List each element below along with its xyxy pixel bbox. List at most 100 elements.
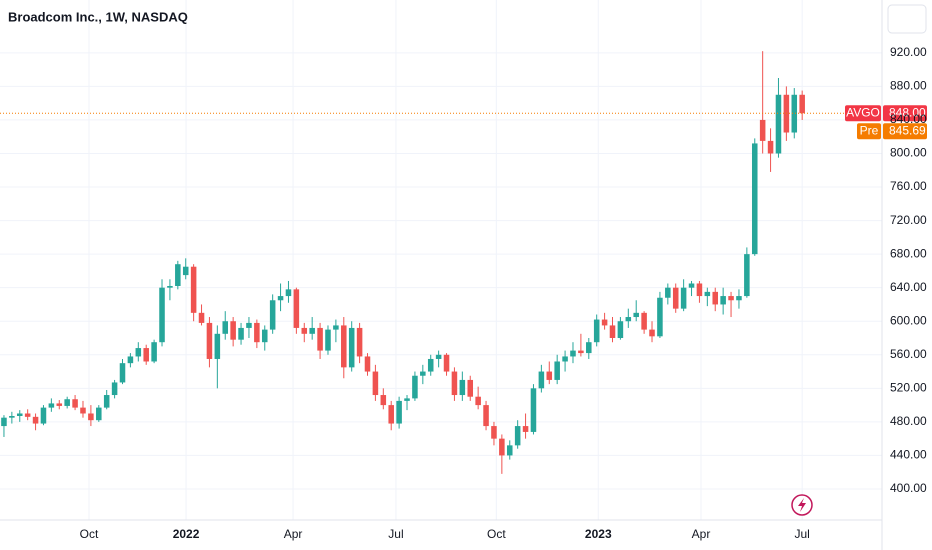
candle-body: [40, 407, 47, 424]
pre-price-badge: [883, 123, 927, 140]
candle-body: [277, 296, 284, 301]
candle-body: [443, 354, 450, 372]
pre-price-label: 845.69: [889, 123, 926, 137]
pre-badge: [857, 123, 881, 140]
candle-body: [491, 426, 497, 439]
x-tick-label: 2023: [585, 527, 612, 541]
candle-body: [736, 296, 742, 301]
candle-body: [396, 400, 402, 424]
y-tick-label: 440.00: [890, 448, 927, 462]
candle-body: [586, 342, 592, 354]
last-price-label: 848.00: [889, 105, 926, 119]
candle-body: [16, 413, 23, 416]
candle-body: [554, 361, 560, 380]
candle-body: [420, 371, 426, 376]
candle-body: [672, 287, 679, 309]
candle-body: [696, 283, 703, 297]
candle-body: [451, 371, 458, 396]
candle-body: [285, 289, 292, 297]
candle-body: [222, 321, 229, 334]
candle-body: [435, 354, 442, 359]
y-tick-label: 680.00: [890, 246, 927, 260]
candle-body: [127, 356, 134, 364]
candle-body: [72, 399, 78, 408]
candle-body: [522, 426, 529, 432]
candle-body: [96, 407, 102, 421]
candle-body: [388, 405, 394, 424]
candle-body: [364, 356, 371, 372]
candle-body: [206, 322, 213, 359]
plot: [0, 51, 882, 474]
candle-body: [341, 325, 347, 368]
candle-body: [665, 287, 671, 298]
candle-body: [649, 329, 655, 337]
candle-body: [269, 300, 276, 330]
candle-body: [333, 325, 339, 330]
candle-body: [791, 94, 798, 133]
candle-body: [633, 312, 639, 318]
x-tick-label: Jul: [388, 527, 403, 541]
candle-body: [198, 312, 205, 323]
candle-body: [546, 371, 553, 380]
candle-body: [680, 287, 687, 309]
candle-body: [530, 388, 537, 432]
candle-body: [467, 379, 474, 397]
candle-body: [24, 413, 31, 417]
candle-body: [562, 356, 568, 362]
grid: [0, 0, 882, 520]
candle-body: [767, 140, 774, 154]
candle-body: [167, 286, 173, 288]
candle-body: [135, 348, 142, 357]
candle-body: [9, 416, 15, 418]
candle-body: [720, 296, 726, 305]
settings-button[interactable]: [887, 4, 927, 34]
candle-body: [111, 382, 118, 396]
y-tick-label: 400.00: [890, 481, 927, 495]
candle-body: [688, 283, 695, 288]
y-tick-label: 520.00: [890, 380, 927, 394]
candle-body: [744, 254, 750, 297]
y-tick-label: 640.00: [890, 280, 927, 294]
candle-body: [119, 363, 126, 383]
candle-body: [182, 266, 189, 276]
candle-body: [151, 342, 157, 362]
candle-body: [601, 319, 608, 326]
candle-body: [712, 291, 719, 305]
candle-body: [230, 321, 236, 340]
candle-body: [459, 379, 466, 396]
candle-body: [80, 407, 86, 414]
last-price-badge: [883, 105, 927, 122]
symbol-badge: [845, 105, 881, 122]
y-tick-label: 720.00: [890, 213, 927, 227]
candle-body: [348, 327, 355, 368]
x-tick-label: Jul: [795, 527, 810, 541]
candle-body: [759, 119, 766, 141]
candle-body: [64, 399, 70, 406]
symbol-label: AVGO: [846, 105, 880, 119]
y-tick-label: 880.00: [890, 79, 927, 93]
candle-body: [238, 327, 244, 340]
x-tick-label: Apr: [284, 527, 303, 541]
candle-body: [728, 296, 734, 301]
lightning-icon[interactable]: [791, 494, 813, 516]
candle-body: [499, 438, 505, 456]
candle-body: [1, 417, 7, 427]
candle-body: [175, 264, 181, 286]
candle-body: [309, 327, 315, 334]
candle-body: [506, 445, 513, 456]
x-tick-label: Oct: [487, 527, 506, 541]
candle-body: [317, 327, 323, 351]
candle-body: [143, 348, 149, 362]
candle-body: [254, 322, 260, 343]
candle-body: [246, 322, 252, 328]
y-tick-label: 480.00: [890, 414, 927, 428]
candle-body: [641, 312, 647, 330]
y-tick-label: 800.00: [890, 146, 927, 160]
candle-body: [538, 371, 545, 389]
y-tick-label: 600.00: [890, 313, 927, 327]
y-tick-label: 760.00: [890, 179, 927, 193]
candle-body: [404, 398, 410, 401]
price-badges: AVGO 848.00 Pre 845.69: [845, 105, 927, 140]
